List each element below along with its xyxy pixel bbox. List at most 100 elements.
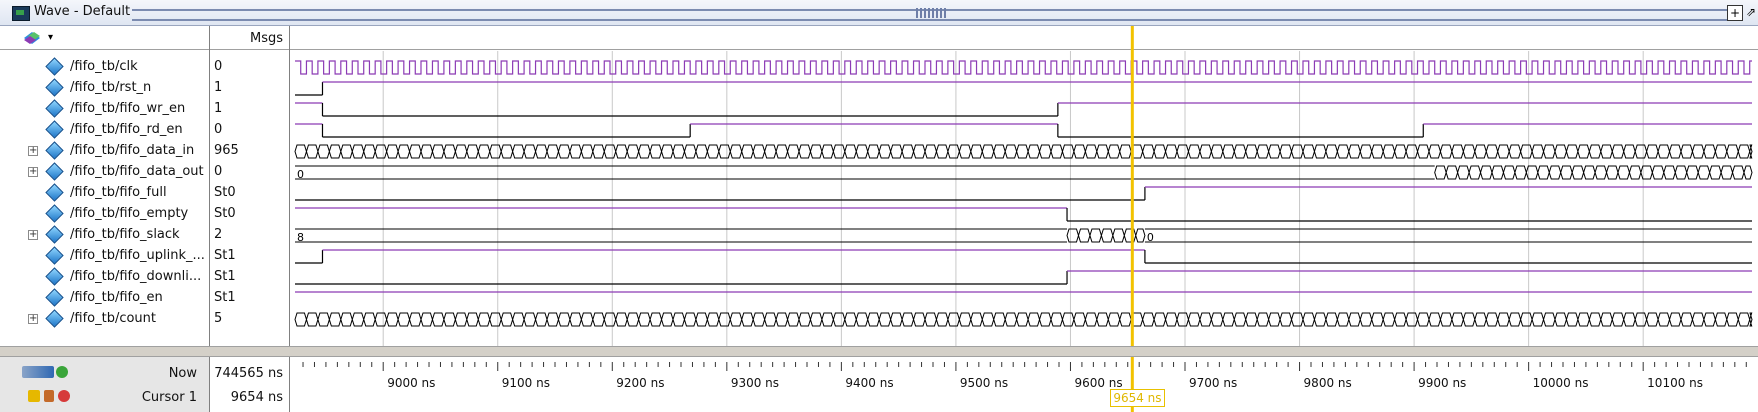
signal-name: /fifo_tb/clk <box>70 59 138 74</box>
signal-row[interactable]: /fifo_tb/fifo_uplink_... <box>0 246 210 267</box>
expand-plus-icon[interactable]: + <box>28 229 38 240</box>
add-cursor-icon[interactable] <box>22 366 54 378</box>
timeline-tick-label: 10000 ns <box>1533 376 1589 390</box>
signal-row[interactable]: + /fifo_tb/fifo_data_in <box>0 141 210 162</box>
add-icon[interactable] <box>56 366 68 378</box>
signal-value-row[interactable]: 965 <box>210 141 290 162</box>
signal-value: 1 <box>214 80 223 95</box>
signal-value: St0 <box>214 185 236 200</box>
timeline-ruler[interactable]: 9000 ns 9100 ns 9200 ns 9300 ns 9400 ns 9500 … <box>290 357 1758 412</box>
signal-row[interactable]: /fifo_tb/fifo_downli... <box>0 267 210 288</box>
signal-diamond-icon <box>45 246 64 265</box>
signal-value: St1 <box>214 269 236 284</box>
signal-diamond-icon <box>45 57 64 76</box>
signal-row[interactable]: /fifo_tb/fifo_wr_en <box>0 99 210 120</box>
signal-diamond-icon <box>45 288 64 307</box>
signal-value-row[interactable]: 5 <box>210 309 290 330</box>
now-value: 744565 ns <box>214 366 283 381</box>
fifo-data-in-waveform <box>294 144 1753 159</box>
signal-diamond-icon <box>45 225 64 244</box>
signal-values-pane: Msgs 0 1 1 0 965 0 St0 St0 2 St1 St1 St1 5 <box>210 26 290 346</box>
signal-value-row[interactable]: 1 <box>210 99 290 120</box>
signal-value-row[interactable]: 0 <box>210 57 290 78</box>
signal-value: St0 <box>214 206 236 221</box>
fifo-slack-waveform <box>1066 228 1146 243</box>
signal-value-row[interactable]: St0 <box>210 183 290 204</box>
signal-value: 965 <box>214 143 239 158</box>
signal-row[interactable]: /fifo_tb/clk <box>0 57 210 78</box>
timeline-tick-label: 9300 ns <box>731 376 779 390</box>
signal-name: /fifo_tb/fifo_empty <box>70 206 189 221</box>
timeline-tick-label: 9900 ns <box>1418 376 1466 390</box>
signal-row[interactable]: /fifo_tb/fifo_empty <box>0 204 210 225</box>
expand-plus-icon[interactable]: + <box>28 145 38 156</box>
signal-value: St1 <box>214 248 236 263</box>
signal-value-row[interactable]: St1 <box>210 246 290 267</box>
dock-plus-icon[interactable]: + <box>1727 5 1743 21</box>
signal-diamond-icon <box>45 141 64 160</box>
count-waveform <box>294 312 1753 327</box>
clk-waveform <box>295 60 1752 75</box>
fifo-slack-waveform-label: 0 <box>1147 231 1154 244</box>
signal-row[interactable]: /fifo_tb/rst_n <box>0 78 210 99</box>
timeline-tick-label: 10100 ns <box>1647 376 1703 390</box>
signal-row[interactable]: + /fifo_tb/fifo_slack <box>0 225 210 246</box>
window-title: Wave - Default <box>34 4 131 19</box>
timeline-tick-label: 9200 ns <box>616 376 664 390</box>
timeline-tick-label: 9400 ns <box>845 376 893 390</box>
timeline-pane[interactable]: 9000 ns 9100 ns 9200 ns 9300 ns 9400 ns 9500 … <box>290 357 1758 412</box>
expand-plus-icon[interactable]: + <box>28 313 38 324</box>
signal-row[interactable]: /fifo_tb/fifo_rd_en <box>0 120 210 141</box>
timeline-tick-label: 9700 ns <box>1189 376 1237 390</box>
chevron-down-icon[interactable]: ▾ <box>48 32 54 43</box>
footer-labels-pane: Now Cursor 1 <box>0 357 210 412</box>
waveform-pane[interactable]: 0 8 0 <box>290 26 1758 346</box>
wave-display-icon[interactable] <box>22 30 44 46</box>
signal-row[interactable]: + /fifo_tb/fifo_data_out <box>0 162 210 183</box>
expand-plus-icon[interactable]: + <box>28 166 38 177</box>
signal-diamond-icon <box>45 120 64 139</box>
edit-icon[interactable] <box>44 390 54 402</box>
signal-value: 0 <box>214 59 223 74</box>
signal-name: /fifo_tb/fifo_slack <box>70 227 180 242</box>
now-label: Now <box>168 366 197 381</box>
signal-value-row[interactable]: St1 <box>210 267 290 288</box>
titlebar-grip-handle[interactable] <box>916 8 946 18</box>
signal-value-row[interactable]: St0 <box>210 204 290 225</box>
timeline-tick-label: 9600 ns <box>1074 376 1122 390</box>
remove-icon[interactable] <box>58 390 70 402</box>
signal-row[interactable]: + /fifo_tb/count <box>0 309 210 330</box>
undock-icon[interactable]: ⇗ <box>1745 5 1757 19</box>
signal-name: /fifo_tb/count <box>70 311 157 326</box>
signal-value: St1 <box>214 290 236 305</box>
signal-diamond-icon <box>45 204 64 223</box>
fifo-data-out-waveform <box>1434 165 1753 180</box>
cursor-time-marker[interactable]: 9654 ns <box>1110 389 1165 407</box>
timeline-tick-label: 9500 ns <box>960 376 1008 390</box>
signal-diamond-icon <box>45 99 64 118</box>
values-header: Msgs <box>210 26 289 50</box>
signal-row[interactable]: /fifo_tb/fifo_full <box>0 183 210 204</box>
signal-value-row[interactable]: 2 <box>210 225 290 246</box>
waveform-canvas[interactable]: 0 8 0 <box>290 26 1758 346</box>
signal-diamond-icon <box>45 183 64 202</box>
signal-value: 1 <box>214 101 223 116</box>
signal-name: /fifo_tb/fifo_data_in <box>70 143 195 158</box>
msgs-label: Msgs <box>249 31 283 46</box>
signal-diamond-icon <box>45 267 64 286</box>
signal-name: /fifo_tb/fifo_en <box>70 290 163 305</box>
signal-diamond-icon <box>45 78 64 97</box>
signal-diamond-icon <box>45 309 64 328</box>
signal-row[interactable]: /fifo_tb/fifo_en <box>0 288 210 309</box>
pane-splitter[interactable] <box>0 346 1758 357</box>
signal-name: /fifo_tb/fifo_wr_en <box>70 101 186 116</box>
timeline-tick-label: 9800 ns <box>1304 376 1352 390</box>
cursor-label: Cursor 1 <box>141 390 197 405</box>
lock-icon[interactable] <box>28 390 40 402</box>
signal-value-row[interactable]: 0 <box>210 120 290 141</box>
signal-value-row[interactable]: 1 <box>210 78 290 99</box>
fifo-slack-waveform-label: 8 <box>297 231 304 244</box>
signal-value-row[interactable]: 0 <box>210 162 290 183</box>
signal-value: 2 <box>214 227 223 242</box>
signal-value-row[interactable]: St1 <box>210 288 290 309</box>
